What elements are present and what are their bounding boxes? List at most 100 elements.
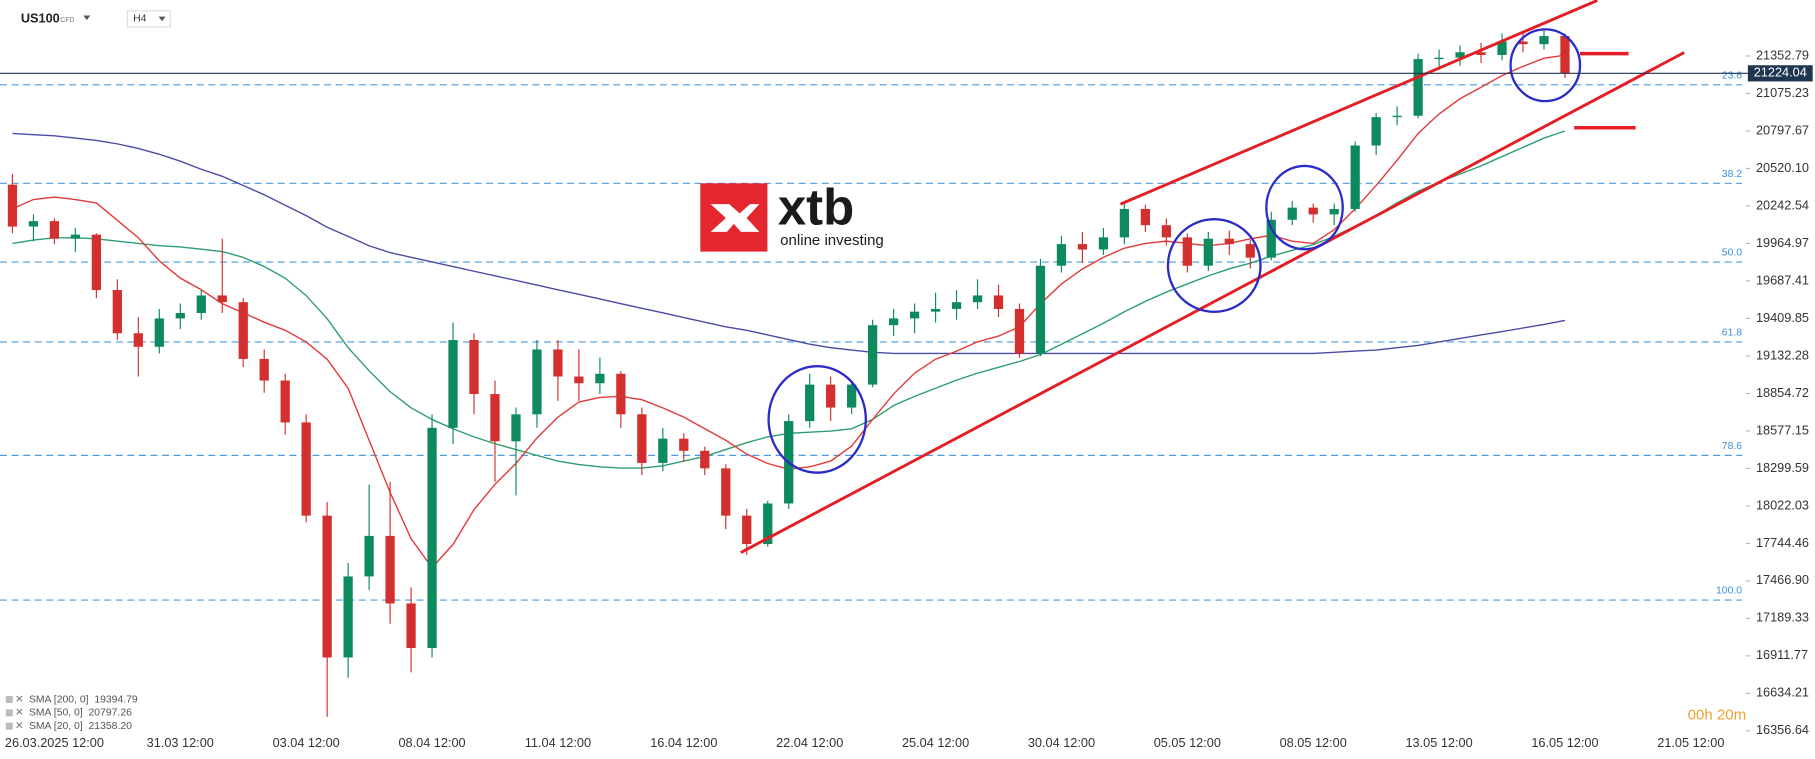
legend-close[interactable]: ✕ (15, 694, 24, 705)
candle-body (301, 422, 311, 516)
y-tick-label: 19964.97 (1756, 235, 1809, 250)
x-tick-label: 13.05 12:00 (1405, 735, 1472, 750)
candle-body (259, 358, 269, 381)
legend-icon (5, 722, 13, 730)
y-tick-label: 16356.64 (1756, 722, 1809, 737)
candle-body (1161, 225, 1171, 238)
candle-body (805, 384, 815, 422)
candle-body (574, 376, 584, 384)
candle-body (112, 290, 122, 334)
y-tick-label: 20242.54 (1756, 197, 1809, 212)
dropdown-arrow[interactable] (158, 16, 166, 22)
candle-body (511, 414, 521, 442)
legend-close[interactable]: ✕ (15, 721, 24, 732)
candle-body (322, 515, 332, 658)
timeframe[interactable]: H4 (133, 14, 147, 25)
toolbar: US100 CFD H4 (21, 10, 171, 28)
y-tick-label: 21352.79 (1756, 47, 1809, 62)
y-tick-label: 18299.59 (1756, 460, 1809, 475)
candle-body (385, 535, 395, 604)
candle-body (679, 438, 689, 451)
legend-name: SMA [200, 0] (29, 694, 89, 705)
logo-name: xtb (778, 179, 854, 236)
price-badge (1747, 65, 1813, 82)
candle-body (763, 503, 773, 544)
candle-body (1182, 237, 1192, 266)
x-tick-label: 05.05 12:00 (1154, 735, 1221, 750)
symbol[interactable]: US100 (21, 10, 60, 25)
candle-body (196, 295, 206, 314)
candle-body (1371, 117, 1381, 146)
dropdown-arrow[interactable] (83, 15, 91, 21)
x-tick-label: 25.04 12:00 (902, 735, 969, 750)
candle-body (1497, 41, 1507, 55)
highlight-circle (1166, 218, 1262, 313)
legend-close[interactable]: ✕ (15, 708, 24, 719)
candle-body (951, 302, 962, 309)
candle-body (490, 394, 500, 442)
highlight-circle (1509, 28, 1582, 103)
legend-icon (5, 696, 13, 704)
candle-body (658, 438, 668, 463)
candle-body (616, 373, 626, 415)
channel-upper (1119, 0, 1598, 206)
x-tick-label: 26.03.2025 12:00 (5, 735, 104, 750)
candle-body (7, 184, 18, 227)
candle-body (1539, 36, 1549, 45)
symbol-selector[interactable]: US100 CFD (21, 10, 91, 25)
candle-body (91, 234, 101, 291)
candle-body (1077, 244, 1088, 250)
y-tick-label: 17189.33 (1756, 610, 1809, 625)
annotations (740, 0, 1685, 554)
candle-body (1245, 244, 1255, 258)
candle-countdown: 00h 20m (1688, 707, 1746, 724)
legend-name: SMA [50, 0] (29, 708, 83, 719)
highlight-circle (767, 365, 867, 474)
x-tick-label: 08.04 12:00 (398, 735, 465, 750)
candle-body (469, 340, 479, 395)
timeframe-box[interactable] (126, 10, 171, 28)
y-tick-label: 19132.28 (1756, 347, 1809, 362)
x-tick-label: 11.04 12:00 (525, 735, 591, 750)
candle-body (49, 221, 60, 239)
candle-body (721, 468, 731, 516)
y-tick-label: 20797.67 (1756, 122, 1809, 137)
candle-body (553, 349, 563, 377)
candle-body (406, 603, 416, 649)
candle-body (154, 318, 164, 347)
candle-body (133, 333, 143, 347)
candle-body (1098, 237, 1109, 250)
x-tick-label: 16.04 12:00 (650, 735, 717, 750)
logo-x (710, 204, 760, 232)
candle-body (364, 535, 374, 577)
price-badge-label: 21224.04 (1754, 65, 1807, 80)
candle-body (1014, 308, 1025, 354)
logo-tagline: online investing (780, 232, 884, 249)
candle-body (1287, 207, 1297, 220)
y-tick-label: 18022.03 (1756, 497, 1809, 512)
y-tick-label: 20520.10 (1756, 160, 1809, 175)
candle-body (28, 221, 39, 227)
timeframe-selector[interactable]: H4 (126, 10, 171, 28)
legend-value: 21358.20 (89, 721, 133, 732)
candle-body (888, 318, 899, 326)
y-tick-label: 21075.23 (1756, 85, 1809, 100)
candle-body (448, 340, 458, 428)
sma-line (12, 132, 1566, 355)
candle-body (826, 384, 836, 408)
candle-body (909, 311, 920, 319)
y-tick-label: 16634.21 (1756, 685, 1809, 700)
logo: xtb online investing (700, 179, 884, 252)
x-tick-label: 30.04 12:00 (1028, 735, 1095, 750)
candle-body (1329, 208, 1339, 215)
y-tick-label: 19687.41 (1756, 272, 1809, 287)
candle-body (1476, 52, 1486, 55)
x-tick-label: 03.04 12:00 (273, 735, 340, 750)
candle-body (1266, 219, 1276, 258)
candle-body (1518, 41, 1528, 45)
candle-body (1140, 208, 1151, 226)
fib-level-label: 78.6 (1722, 441, 1742, 452)
candle-body (280, 380, 290, 423)
candle-body (972, 295, 983, 303)
fib-level-label: 100.0 (1716, 586, 1742, 597)
